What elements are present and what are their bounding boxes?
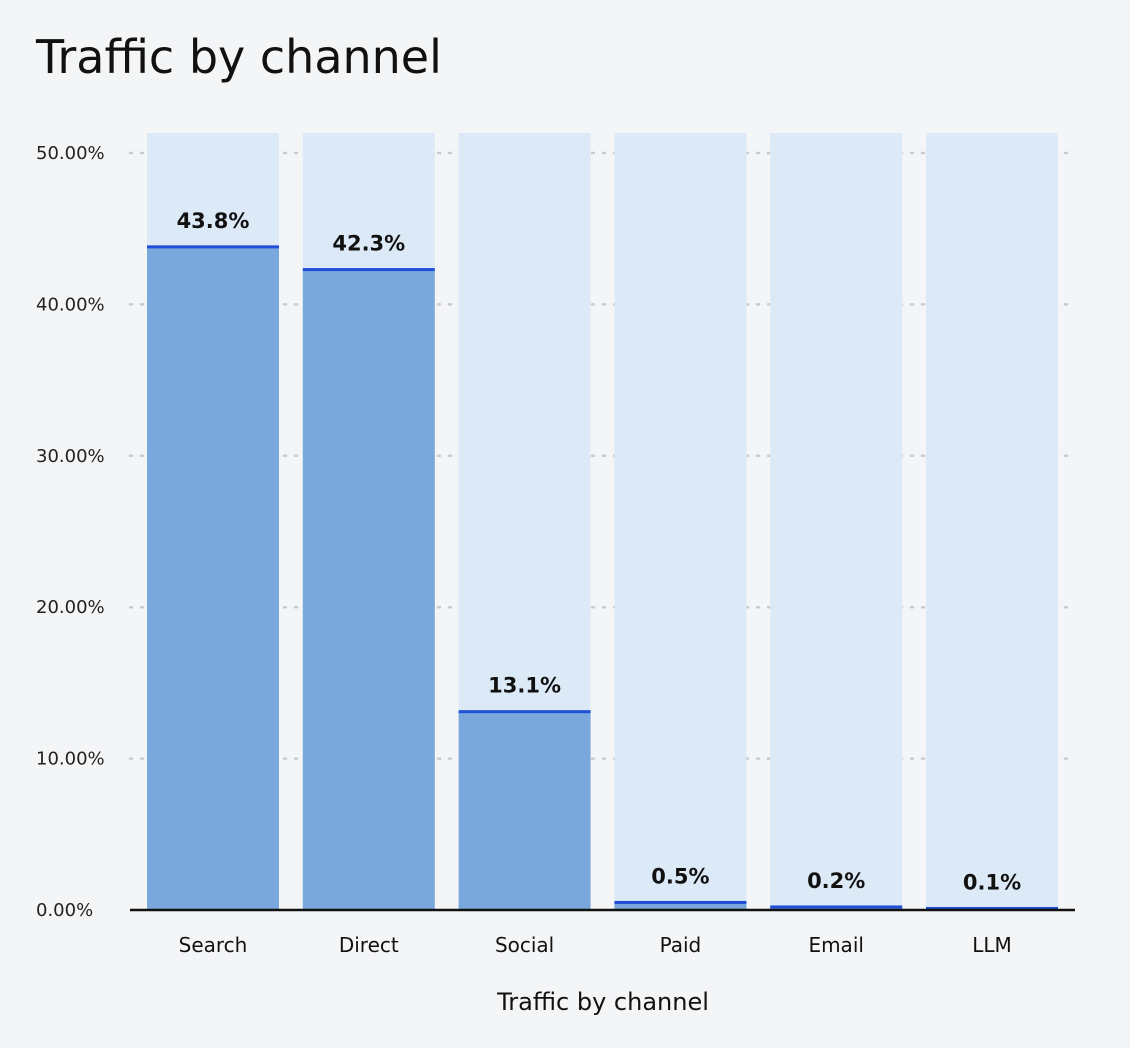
y-tick-label: 10.00% — [36, 749, 105, 770]
y-tick-label: 40.00% — [36, 294, 105, 315]
bars: 43.8% 42.3% 13.1% 0.5% 0.2% 0.1% — [147, 133, 1058, 911]
gridlines — [128, 151, 1077, 760]
bar-background — [926, 133, 1058, 910]
bar — [147, 246, 279, 911]
y-tick-label: 50.00% — [36, 143, 105, 164]
bar-background — [614, 133, 747, 910]
bar-top-line — [302, 268, 435, 272]
x-tick-label: Paid — [660, 933, 702, 957]
bar-background — [770, 133, 903, 910]
chart-title: Traffic by channel — [35, 30, 442, 84]
bar-top-line — [147, 245, 279, 249]
bar-top-line — [614, 900, 747, 904]
y-tick-label: 20.00% — [36, 597, 105, 618]
data-label: 0.1% — [963, 870, 1021, 894]
bar — [458, 711, 591, 910]
data-label: 13.1% — [488, 674, 561, 698]
y-tick-label: 0.00% — [36, 900, 93, 921]
bar-top-line — [458, 710, 591, 714]
bar-top-line — [770, 905, 903, 909]
bar-top-line — [926, 906, 1058, 910]
x-tick-label: LLM — [972, 933, 1012, 957]
x-axis-categories: Search Direct Social Paid Email LLM — [179, 933, 1012, 957]
data-label: 0.2% — [807, 869, 865, 893]
y-tick-label: 30.00% — [36, 446, 105, 467]
bar — [302, 269, 435, 910]
bar — [770, 906, 903, 910]
data-label: 0.5% — [651, 864, 709, 888]
bar — [614, 902, 747, 910]
x-tick-label: Email — [808, 933, 864, 957]
data-label: 42.3% — [332, 232, 405, 256]
data-label: 43.8% — [177, 209, 250, 233]
x-tick-label: Direct — [339, 933, 399, 957]
x-axis-label: Traffic by channel — [496, 988, 709, 1016]
x-tick-label: Social — [495, 933, 554, 957]
y-axis-ticks: 0.00% 10.00% 20.00% 30.00% 40.00% 50.00% — [36, 143, 105, 921]
x-tick-label: Search — [179, 933, 248, 957]
